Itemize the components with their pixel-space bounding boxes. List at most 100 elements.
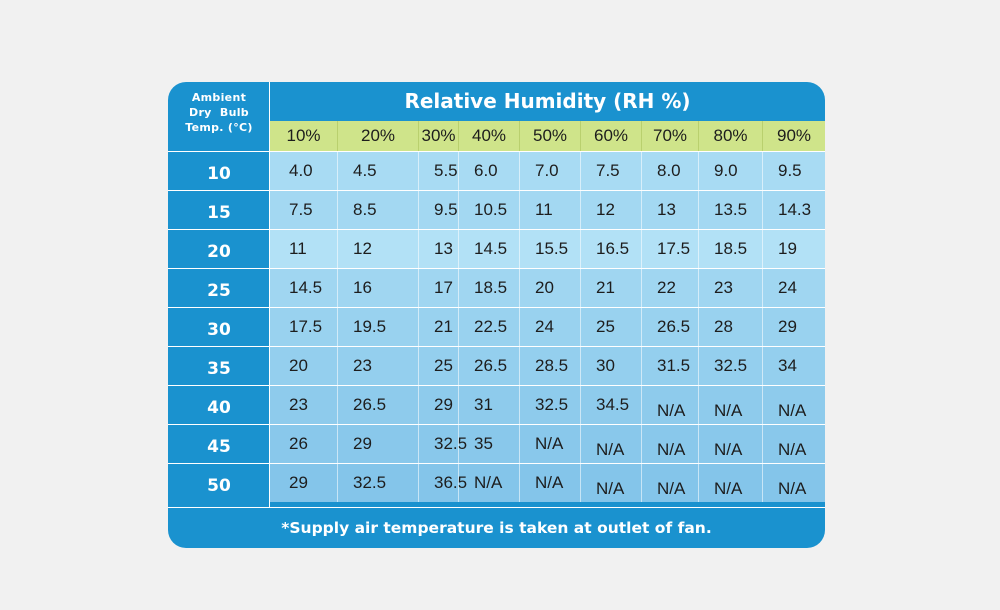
row-divider — [168, 229, 825, 230]
rh-column-header: 30% — [418, 121, 458, 151]
table-cell: 18.5 — [458, 269, 519, 307]
footnote-divider — [168, 507, 825, 508]
table-cell: 26 — [289, 434, 308, 453]
table-cell: 35 — [458, 425, 519, 463]
table-row — [270, 347, 825, 385]
table-cell: 9.0 — [698, 152, 762, 190]
row-divider — [168, 424, 825, 425]
table-cell: N/A — [519, 425, 580, 463]
table-cell: 32.5 — [698, 347, 762, 385]
table-cell: 21 — [580, 269, 641, 307]
footnote: *Supply air temperature is taken at outl… — [281, 519, 712, 537]
table-cell: 26.5 — [337, 386, 418, 424]
label-column-divider — [269, 82, 270, 507]
row-label-temp: 40 — [207, 398, 231, 418]
row-divider — [168, 268, 825, 269]
table-cell: 9.5 — [418, 191, 458, 229]
table-cell: N/A — [762, 425, 825, 463]
row-label-temp: 35 — [207, 359, 231, 379]
table-cell: N/A — [762, 464, 825, 502]
table-cell: 13 — [418, 230, 458, 268]
rh-column-header: 40% — [458, 121, 519, 151]
row-header-line-3: Temp. (°C) — [185, 121, 253, 134]
table-cell: 29 — [418, 386, 458, 424]
table-cell: 16.5 — [580, 230, 641, 268]
table-cell: 8.5 — [337, 191, 418, 229]
table-cell: 14.5 — [458, 230, 519, 268]
rh-column-header: 80% — [698, 121, 762, 151]
table-cell: 16 — [337, 269, 418, 307]
table-cell: N/A — [580, 464, 641, 502]
table-cell: 34.5 — [580, 386, 641, 424]
table-cell: 30 — [580, 347, 641, 385]
table-cell: N/A — [458, 464, 519, 502]
table-cell: 7.0 — [519, 152, 580, 190]
table-cell: N/A — [641, 464, 698, 502]
table-cell: 23 — [698, 269, 762, 307]
table-cell: 18.5 — [698, 230, 762, 268]
humidity-chart-card: Ambient Dry Bulb Temp. (°C) Relative Hum… — [168, 82, 825, 548]
row-divider — [168, 190, 825, 191]
table-row — [270, 464, 825, 502]
row-divider — [168, 463, 825, 464]
table-cell: N/A — [698, 425, 762, 463]
rh-column-header: 90% — [762, 121, 825, 151]
row-label-temp: 45 — [207, 437, 231, 457]
table-cell: 26.5 — [641, 308, 698, 346]
table-cell: 19 — [762, 230, 825, 268]
table-row — [270, 425, 825, 463]
table-cell: 9.5 — [762, 152, 825, 190]
table-cell: 10.5 — [458, 191, 519, 229]
row-divider — [168, 346, 825, 347]
table-cell: N/A — [698, 386, 762, 424]
table-cell: 21 — [418, 308, 458, 346]
table-cell: 13.5 — [698, 191, 762, 229]
table-cell: 20 — [519, 269, 580, 307]
rh-column-header: 60% — [580, 121, 641, 151]
table-cell: 19.5 — [337, 308, 418, 346]
table-cell: 24 — [519, 308, 580, 346]
table-cell: 11 — [519, 191, 580, 229]
table-cell: 22 — [641, 269, 698, 307]
table-cell: 29 — [337, 425, 418, 463]
table-cell: 34 — [762, 347, 825, 385]
table-title: Relative Humidity (RH %) — [404, 89, 691, 113]
row-header-line-2: Dry Bulb — [189, 106, 249, 119]
table-cell: 32.5 — [418, 425, 467, 463]
table-cell: 22.5 — [458, 308, 519, 346]
table-cell: 15.5 — [519, 230, 580, 268]
table-row — [270, 386, 825, 424]
row-label-temp: 30 — [207, 320, 231, 340]
table-cell: 25 — [418, 347, 458, 385]
table-cell: 24 — [762, 269, 825, 307]
rh-column-header: 50% — [519, 121, 580, 151]
row-divider — [168, 151, 825, 152]
table-cell: 17.5 — [289, 317, 323, 336]
table-cell: 6.0 — [458, 152, 519, 190]
table-cell: 29 — [762, 308, 825, 346]
table-cell: 5.5 — [418, 152, 458, 190]
table-cell: 28 — [698, 308, 762, 346]
rh-column-header: 20% — [337, 121, 418, 151]
row-label-temp: 15 — [207, 203, 231, 223]
table-cell: N/A — [580, 425, 641, 463]
table-cell: N/A — [519, 464, 580, 502]
table-cell: 29 — [289, 473, 308, 492]
table-cell: 32.5 — [519, 386, 580, 424]
table-cell: 7.5 — [289, 200, 313, 219]
row-divider — [168, 307, 825, 308]
table-cell: 11 — [289, 239, 307, 258]
row-header-label: Ambient Dry Bulb Temp. (°C) — [168, 90, 270, 135]
table-cell: 7.5 — [580, 152, 641, 190]
table-cell: 36.5 — [418, 464, 467, 502]
table-row — [270, 269, 825, 307]
table-row — [270, 191, 825, 229]
table-cell: 17 — [418, 269, 458, 307]
table-cell: 23 — [337, 347, 418, 385]
table-cell: 17.5 — [641, 230, 698, 268]
row-label-temp: 20 — [207, 242, 231, 262]
table-cell: 14.5 — [289, 278, 323, 297]
table-cell: N/A — [641, 386, 698, 424]
table-cell: 31 — [458, 386, 519, 424]
table-cell: 20 — [289, 356, 308, 375]
